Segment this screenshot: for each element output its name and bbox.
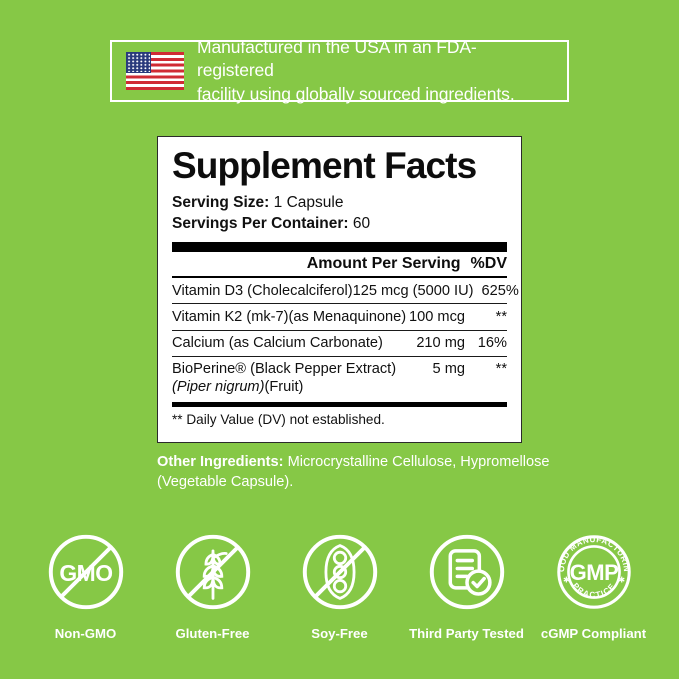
- servings-per-container-label: Servings Per Container:: [172, 215, 349, 233]
- nutrient-name-part: (Fruit): [264, 379, 304, 396]
- table-row: Vitamin D3 (Cholecalciferol) 125 mcg (50…: [172, 278, 519, 303]
- nutrient-name: Vitamin K2 (mk-7)(as Menaquinone): [172, 308, 407, 325]
- table-column-headers: Amount Per Serving %DV: [172, 252, 507, 276]
- row-divider: [172, 303, 507, 305]
- badge-label: Non-GMO: [54, 626, 117, 641]
- supplement-facts-panel: Supplement Facts Serving Size: 1 Capsule…: [157, 136, 522, 443]
- nutrient-amount: 125 mcg (5000 IU): [352, 282, 474, 299]
- gmp-seal-icon: GOOD MANUFACTURING PRACTICE GMP ✱ ✱: [550, 528, 631, 609]
- usa-manufacturing-banner: Manufactured in the USA in an FDA-regist…: [110, 37, 569, 104]
- nutrient-amount: 210 mg: [416, 335, 465, 352]
- soy-free-icon: [302, 534, 377, 610]
- badge-gluten-free: Gluten-Free: [149, 528, 276, 641]
- nutrient-dv: **: [495, 361, 507, 378]
- nutrient-name: Calcium (as Calcium Carbonate): [172, 335, 383, 352]
- third-party-tested-icon: [429, 534, 504, 610]
- nutrient-dv: 625%: [481, 282, 519, 299]
- badge-label: Third Party Tested: [409, 626, 524, 641]
- other-ingredients-label: Other Ingredients:: [157, 454, 284, 470]
- badge-third-party-tested: Third Party Tested: [403, 528, 530, 641]
- bottom-divider-bar: [172, 401, 507, 407]
- serving-size-line: Serving Size: 1 Capsule: [172, 192, 507, 213]
- svg-text:✱: ✱: [562, 576, 569, 585]
- dv-footnote: ** Daily Value (DV) not established.: [172, 411, 385, 427]
- nutrient-name-latin: (Piper nigrum): [172, 379, 265, 396]
- servings-per-container-value: 60: [352, 215, 371, 233]
- banner-text-line1: Manufactured in the USA in an FDA-regist…: [197, 37, 477, 81]
- gluten-free-icon: [175, 534, 250, 610]
- table-row: Vitamin K2 (mk-7)(as Menaquinone) 100 mc…: [172, 304, 507, 329]
- page-title: Supplement Facts: [172, 145, 477, 186]
- other-ingredients: Other Ingredients: Microcrystalline Cell…: [157, 452, 557, 493]
- gmp-center-text: GMP: [569, 560, 618, 585]
- nutrient-amount: 5 mg: [432, 361, 465, 378]
- table-row: Calcium (as Calcium Carbonate) 210 mg 16…: [172, 331, 507, 356]
- row-divider: [172, 355, 507, 358]
- other-ingredients-value: Microcrystalline Cellulose, Hypromellose…: [157, 454, 550, 491]
- serving-size-value: 1 Capsule: [273, 193, 344, 211]
- row-divider: [172, 329, 507, 331]
- nutrient-amount: 100 mcg: [409, 308, 465, 325]
- dv-header: %DV: [470, 254, 507, 272]
- badge-soy-free: Soy-Free: [276, 528, 403, 641]
- nutrient-dv: **: [495, 308, 507, 325]
- svg-text:GMO: GMO: [59, 560, 112, 586]
- table-row: BioPerine® (Black Pepper Extract) (Piper…: [172, 357, 507, 398]
- servings-per-container-line: Servings Per Container: 60: [172, 213, 507, 234]
- certification-badges: GMO Non-GMO Gluten-Free: [0, 528, 679, 641]
- nutrient-name: Vitamin D3 (Cholecalciferol): [172, 282, 353, 299]
- banner-text-line2: facility using globally sourced ingredie…: [197, 83, 515, 104]
- badge-non-gmo: GMO Non-GMO: [22, 528, 149, 641]
- badge-label: Soy-Free: [311, 626, 368, 641]
- nutrient-name: BioPerine® (Black Pepper Extract) (Piper…: [172, 360, 433, 396]
- amount-per-serving-header: Amount Per Serving: [306, 254, 461, 272]
- badge-label: cGMP Compliant: [540, 626, 647, 641]
- badge-label: Gluten-Free: [175, 626, 250, 641]
- nutrient-name-line1: BioPerine® (Black Pepper Extract): [172, 361, 397, 378]
- usa-flag-icon: [126, 52, 184, 90]
- badge-cgmp-compliant: GOOD MANUFACTURING PRACTICE GMP ✱ ✱ cGMP…: [530, 528, 657, 641]
- serving-size-label: Serving Size:: [172, 193, 270, 211]
- banner-text: Manufactured in the USA in an FDA-regist…: [197, 36, 553, 105]
- svg-text:✱: ✱: [618, 576, 625, 585]
- top-divider-bar: [172, 241, 507, 252]
- header-underline: [172, 275, 507, 279]
- non-gmo-icon: GMO: [48, 534, 123, 610]
- nutrient-dv: 16%: [477, 335, 507, 352]
